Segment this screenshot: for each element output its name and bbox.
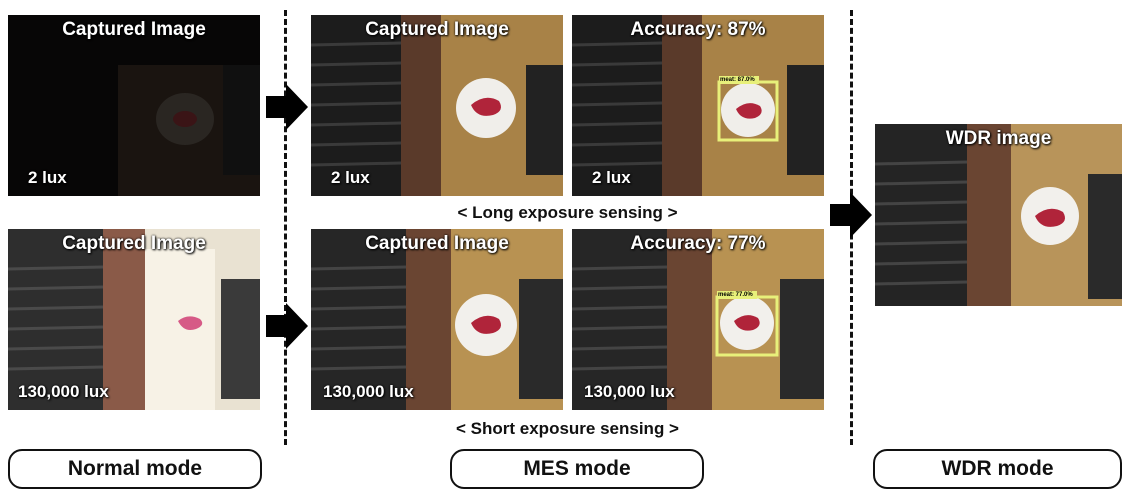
wdr-mode-label: WDR mode bbox=[873, 449, 1122, 489]
mes-short-captured-image: Captured Image 130,000 lux bbox=[311, 229, 563, 410]
normal-bottom-image: Captured Image 130,000 lux bbox=[8, 229, 260, 410]
wdr-image-title: WDR image bbox=[945, 128, 1052, 149]
normal-bottom-lux: 130,000 lux bbox=[18, 382, 109, 401]
detection-box-label: meat: 77.0% bbox=[718, 292, 753, 298]
scene-graphic bbox=[875, 124, 1122, 306]
scene-graphic bbox=[311, 229, 563, 410]
mes-mode-label: MES mode bbox=[450, 449, 704, 489]
overexposed-scene-graphic bbox=[8, 229, 260, 410]
dark-scene-graphic bbox=[8, 15, 260, 196]
mes-short-captured-title: Captured Image bbox=[365, 233, 509, 254]
scene-graphic bbox=[572, 229, 824, 410]
mes-short-captured-lux: 130,000 lux bbox=[323, 382, 414, 401]
normal-bottom-title: Captured Image bbox=[62, 233, 206, 254]
mes-long-accuracy-title: Accuracy: 87% bbox=[630, 19, 766, 40]
separator-left bbox=[284, 10, 287, 445]
mes-long-detection-image: meat: 87.0% Accuracy: 87% 2 lux bbox=[572, 15, 824, 196]
mes-long-captured-title: Captured Image bbox=[365, 19, 509, 40]
scene-graphic bbox=[572, 15, 824, 196]
wdr-image: WDR image bbox=[875, 124, 1122, 306]
arrow-right-icon bbox=[266, 303, 308, 349]
detection-box-label: meat: 87.0% bbox=[720, 77, 755, 83]
arrow-right-icon bbox=[830, 192, 872, 238]
mes-short-detect-lux: 130,000 lux bbox=[584, 382, 675, 401]
normal-mode-label: Normal mode bbox=[8, 449, 262, 489]
normal-top-image: Captured Image 2 lux bbox=[8, 15, 260, 196]
mes-long-captured-lux: 2 lux bbox=[331, 168, 370, 187]
arrow-right-icon bbox=[266, 84, 308, 130]
short-exposure-caption: < Short exposure sensing > bbox=[456, 419, 679, 438]
mes-short-accuracy-title: Accuracy: 77% bbox=[630, 233, 766, 254]
mes-long-captured-image: Captured Image 2 lux bbox=[311, 15, 563, 196]
normal-top-lux: 2 lux bbox=[28, 168, 67, 187]
normal-top-title: Captured Image bbox=[62, 19, 206, 40]
scene-graphic bbox=[311, 15, 563, 196]
long-exposure-caption: < Long exposure sensing > bbox=[457, 203, 678, 222]
mes-long-detect-lux: 2 lux bbox=[592, 168, 631, 187]
mes-short-detection-image: meat: 77.0% Accuracy: 77% 130,000 lux bbox=[572, 229, 824, 410]
